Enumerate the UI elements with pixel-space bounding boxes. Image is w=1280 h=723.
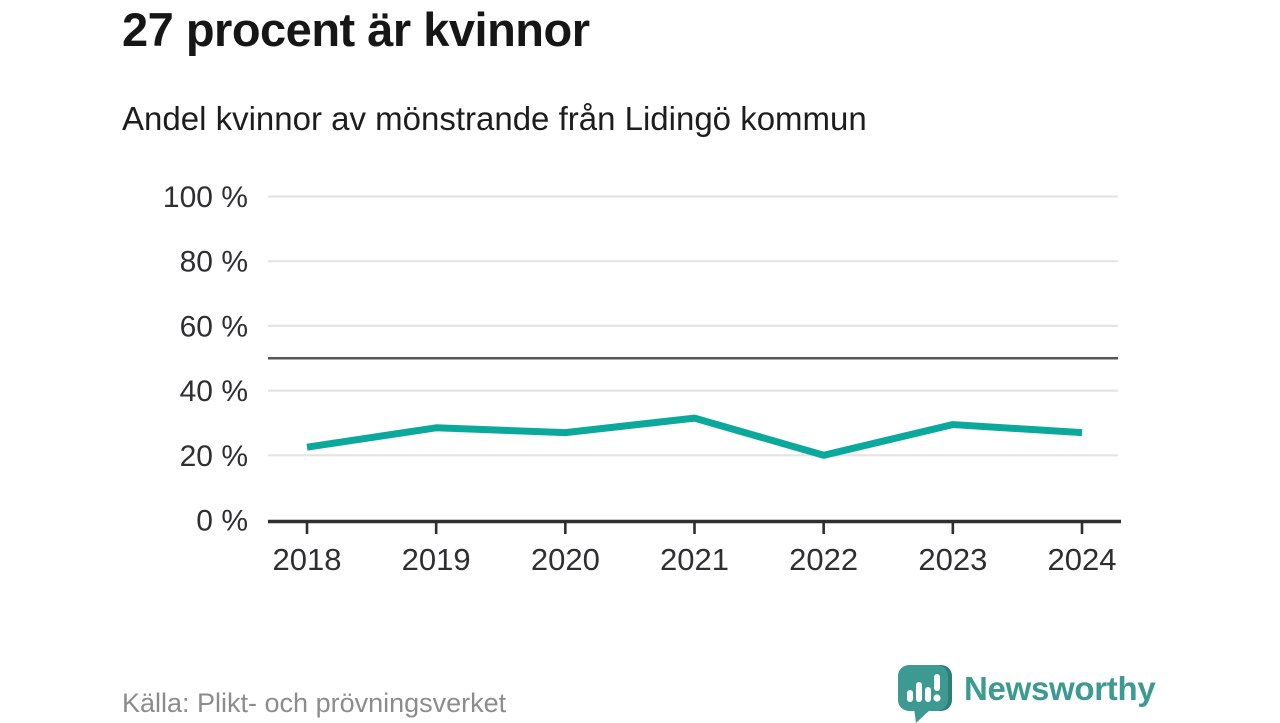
newsworthy-wordmark: Newsworthy [964, 670, 1156, 707]
svg-text:2022: 2022 [789, 542, 858, 577]
svg-text:2024: 2024 [1048, 542, 1117, 577]
svg-text:2021: 2021 [660, 542, 729, 577]
svg-text:2019: 2019 [402, 542, 471, 577]
page-title: 27 procent är kvinnor [122, 3, 590, 56]
line-chart: 0 % 20 % 40 % 60 % 80 % 100 % 2018 2019 2020 2021… [163, 181, 1121, 577]
svg-text:100 %: 100 % [163, 181, 248, 214]
page-subtitle: Andel kvinnor av mönstrande från Lidingö… [122, 100, 867, 137]
svg-text:60 %: 60 % [180, 310, 248, 343]
newsworthy-logo: Newsworthy [896, 663, 1156, 723]
newsworthy-speech-bubble-icon [898, 665, 952, 723]
source-note: Källa: Plikt- och prövningsverket [122, 688, 507, 718]
svg-text:80 %: 80 % [180, 246, 248, 279]
svg-text:2018: 2018 [273, 542, 342, 577]
svg-text:0 %: 0 % [196, 505, 248, 538]
bar-chart-glyph [907, 682, 931, 702]
svg-text:2020: 2020 [531, 542, 600, 577]
svg-text:40 %: 40 % [180, 375, 248, 408]
svg-text:20 %: 20 % [180, 440, 248, 473]
svg-text:2023: 2023 [918, 542, 987, 577]
exclamation-glyph [933, 674, 941, 702]
